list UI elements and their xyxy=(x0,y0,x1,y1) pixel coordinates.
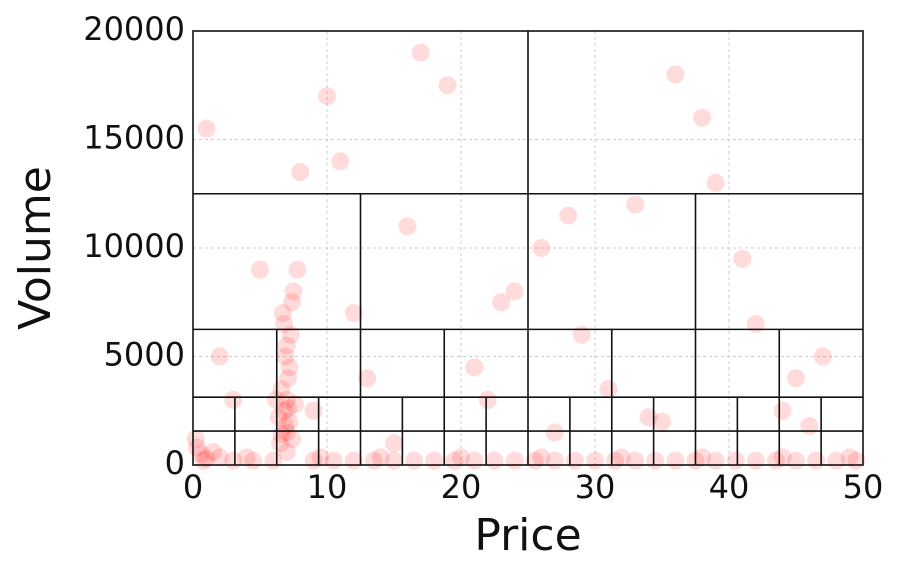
point xyxy=(318,87,336,106)
x-tick-label: 30 xyxy=(575,468,616,506)
point xyxy=(666,65,685,84)
point xyxy=(186,429,205,448)
point xyxy=(800,416,819,435)
point xyxy=(280,358,299,377)
point xyxy=(344,304,363,323)
point xyxy=(559,206,578,225)
point xyxy=(279,399,298,418)
point xyxy=(194,451,213,470)
y-axis-label: Volume xyxy=(10,166,61,330)
point xyxy=(411,43,430,62)
point xyxy=(385,434,403,453)
point xyxy=(807,451,826,470)
point xyxy=(405,451,424,470)
point xyxy=(599,380,618,399)
x-tick-label: 50 xyxy=(843,468,884,506)
point xyxy=(251,260,269,279)
x-tick-label: 10 xyxy=(307,468,348,506)
point xyxy=(787,369,805,388)
point xyxy=(565,451,584,470)
point xyxy=(224,390,243,409)
point xyxy=(646,451,665,470)
point xyxy=(288,260,307,279)
point xyxy=(746,314,765,333)
x-tick-label: 20 xyxy=(441,468,482,506)
point xyxy=(277,442,296,461)
y-tick-label: 5000 xyxy=(104,336,185,374)
point xyxy=(311,448,330,467)
point xyxy=(197,119,216,138)
point xyxy=(505,451,524,470)
point xyxy=(706,173,725,192)
point xyxy=(485,451,504,470)
point xyxy=(275,401,294,420)
point xyxy=(304,401,323,420)
point xyxy=(272,425,291,444)
point xyxy=(271,434,290,453)
point xyxy=(280,412,299,431)
point xyxy=(277,423,296,442)
point xyxy=(331,152,350,171)
point xyxy=(532,239,551,257)
point xyxy=(773,448,792,467)
point xyxy=(279,369,298,388)
point xyxy=(284,282,303,301)
plot-frame xyxy=(192,30,864,466)
point xyxy=(277,390,296,409)
point xyxy=(545,423,564,442)
point xyxy=(281,325,300,344)
point xyxy=(283,429,302,448)
point xyxy=(398,217,417,236)
point xyxy=(452,448,470,467)
point xyxy=(626,195,645,214)
point xyxy=(204,442,223,461)
point xyxy=(505,282,524,301)
point xyxy=(612,448,631,467)
point xyxy=(276,347,295,366)
point xyxy=(813,347,832,366)
point xyxy=(586,451,604,470)
point xyxy=(371,448,390,467)
point xyxy=(726,451,745,470)
point xyxy=(639,408,658,427)
y-tick-label: 20000 xyxy=(83,10,185,48)
point xyxy=(285,395,304,414)
point xyxy=(210,347,229,366)
point xyxy=(273,304,292,323)
point xyxy=(693,448,712,467)
point xyxy=(277,336,296,355)
point xyxy=(192,445,211,464)
point xyxy=(425,451,444,470)
y-tick-label: 10000 xyxy=(83,227,185,265)
point xyxy=(693,108,712,127)
point xyxy=(840,448,859,467)
point xyxy=(197,449,216,468)
point xyxy=(773,401,792,420)
x-tick-label: 0 xyxy=(183,468,203,506)
point xyxy=(269,408,288,427)
point xyxy=(438,76,457,95)
point xyxy=(291,163,310,182)
point xyxy=(733,249,752,268)
point xyxy=(465,358,484,377)
point xyxy=(653,412,671,431)
point xyxy=(210,448,229,467)
point xyxy=(283,293,302,312)
point xyxy=(237,448,256,467)
point xyxy=(478,390,497,409)
y-tick-label: 0 xyxy=(165,444,185,482)
point xyxy=(666,451,685,470)
point xyxy=(532,448,551,467)
point xyxy=(358,369,377,388)
point xyxy=(746,451,765,470)
x-tick-label: 40 xyxy=(709,468,750,506)
x-axis-label: Price xyxy=(474,510,581,561)
point xyxy=(264,451,283,470)
point xyxy=(572,325,591,344)
point xyxy=(492,293,511,312)
point xyxy=(275,314,294,333)
y-tick-label: 15000 xyxy=(83,119,185,157)
